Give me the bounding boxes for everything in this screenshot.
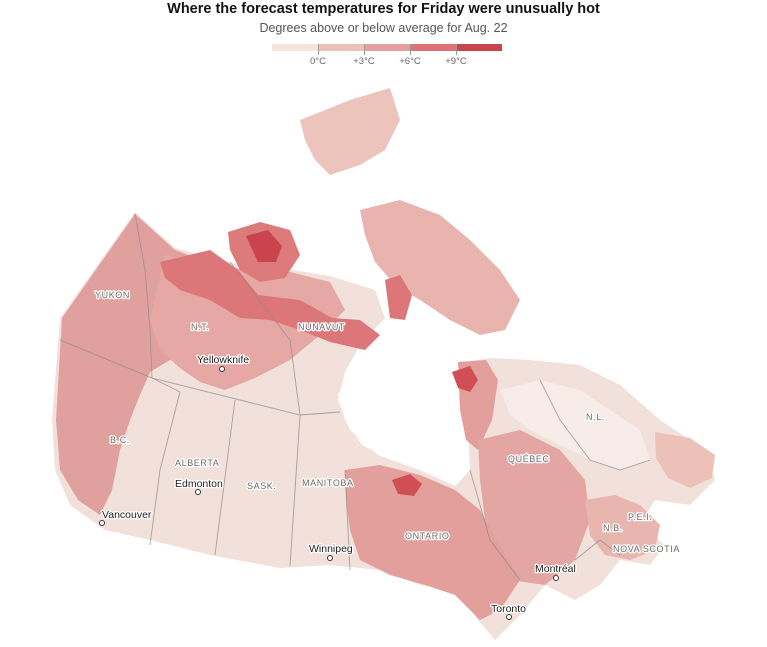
chart-title: Where the forecast temperatures for Frid… xyxy=(167,1,600,17)
legend-tick-label: +6°C xyxy=(399,56,421,67)
nunavut-warm-region xyxy=(160,250,380,350)
color-legend: 0°C +3°C +6°C +9°C xyxy=(272,44,502,70)
province-label-bc: B.C. xyxy=(110,435,130,445)
city-label-yellowknife: Yellowknife xyxy=(197,354,249,366)
province-label-nt: N.T. xyxy=(191,322,209,332)
province-label-nova-scotia: NOVA SCOTIA xyxy=(613,544,680,554)
alberta-sask-border xyxy=(214,399,236,556)
legend-tick xyxy=(456,44,457,55)
legend-swatch-5 xyxy=(456,44,502,51)
quebec-labrador-border xyxy=(539,379,651,471)
city-label-toronto: Toronto xyxy=(491,603,526,615)
province-label-nunavut: NUNAVUT xyxy=(298,322,345,332)
legend-swatch-2 xyxy=(318,44,364,51)
province-label-nb: N.B. xyxy=(603,523,623,533)
province-label-pei: P.E.I. xyxy=(628,512,652,522)
city-labels: Yellowknife Edmonton Vancouver Winnipeg … xyxy=(101,353,577,617)
province-label-nl: N.L. xyxy=(586,412,605,422)
province-label-alberta: ALBERTA xyxy=(175,458,219,468)
legend-swatch-1 xyxy=(272,44,318,51)
city-markers xyxy=(99,366,559,620)
ontario-hotspot xyxy=(392,474,422,496)
city-marker-toronto xyxy=(506,614,512,620)
city-label-winnipeg: Winnipeg xyxy=(309,543,353,555)
yukon-nt-border xyxy=(134,213,153,379)
city-label-montreal: Montréal xyxy=(535,563,576,575)
city-marker-montreal xyxy=(553,575,559,581)
nb-border xyxy=(574,539,621,561)
alberta-bc-border xyxy=(149,391,181,546)
city-marker-vancouver xyxy=(99,520,105,526)
legend-tick-label: 0°C xyxy=(310,56,326,67)
baffin-warm xyxy=(360,200,520,335)
province-label-ontario: ONTARIO xyxy=(405,531,450,541)
legend-swatch-4 xyxy=(410,44,456,51)
province-labels: YUKON N.T. NUNAVUT B.C. ALBERTA SASK. MA… xyxy=(94,289,681,556)
labrador-pale xyxy=(500,380,650,470)
legend-tick-label: +9°C xyxy=(445,56,467,67)
baffin-hot xyxy=(385,275,412,320)
city-marker-edmonton xyxy=(195,489,201,495)
nt-nunavut-border xyxy=(229,261,301,416)
legend-swatch-3 xyxy=(364,44,410,51)
province-label-yukon: YUKON xyxy=(95,290,130,300)
city-marker-yellowknife xyxy=(219,366,225,372)
legend-tick xyxy=(318,44,319,55)
quebec-warm xyxy=(478,430,590,585)
province-label-sask: SASK. xyxy=(247,481,277,491)
legend-tick-label: +3°C xyxy=(353,56,375,67)
legend-tick xyxy=(410,44,411,55)
newfoundland xyxy=(655,432,715,488)
province-label-manitoba: MANITOBA xyxy=(302,478,354,488)
quebec-hotspot xyxy=(452,366,478,392)
chart-subtitle: Degrees above or below average for Aug. … xyxy=(259,21,508,35)
city-label-edmonton: Edmonton xyxy=(175,478,223,490)
maritimes xyxy=(585,495,660,560)
legend-tick xyxy=(364,44,365,55)
ontario-quebec-border xyxy=(469,469,521,581)
province-label-quebec: QUÉBEC xyxy=(508,454,550,464)
ontario-warm xyxy=(345,465,520,620)
hudson-bay xyxy=(338,355,470,486)
sask-manitoba-border xyxy=(289,414,301,567)
city-marker-winnipeg xyxy=(327,555,333,561)
city-label-vancouver: Vancouver xyxy=(102,509,152,521)
northern-islands xyxy=(300,88,400,175)
manitoba-ontario-border xyxy=(344,469,351,571)
provincial-borders xyxy=(59,213,651,581)
arctic-islands-hot xyxy=(246,230,282,262)
